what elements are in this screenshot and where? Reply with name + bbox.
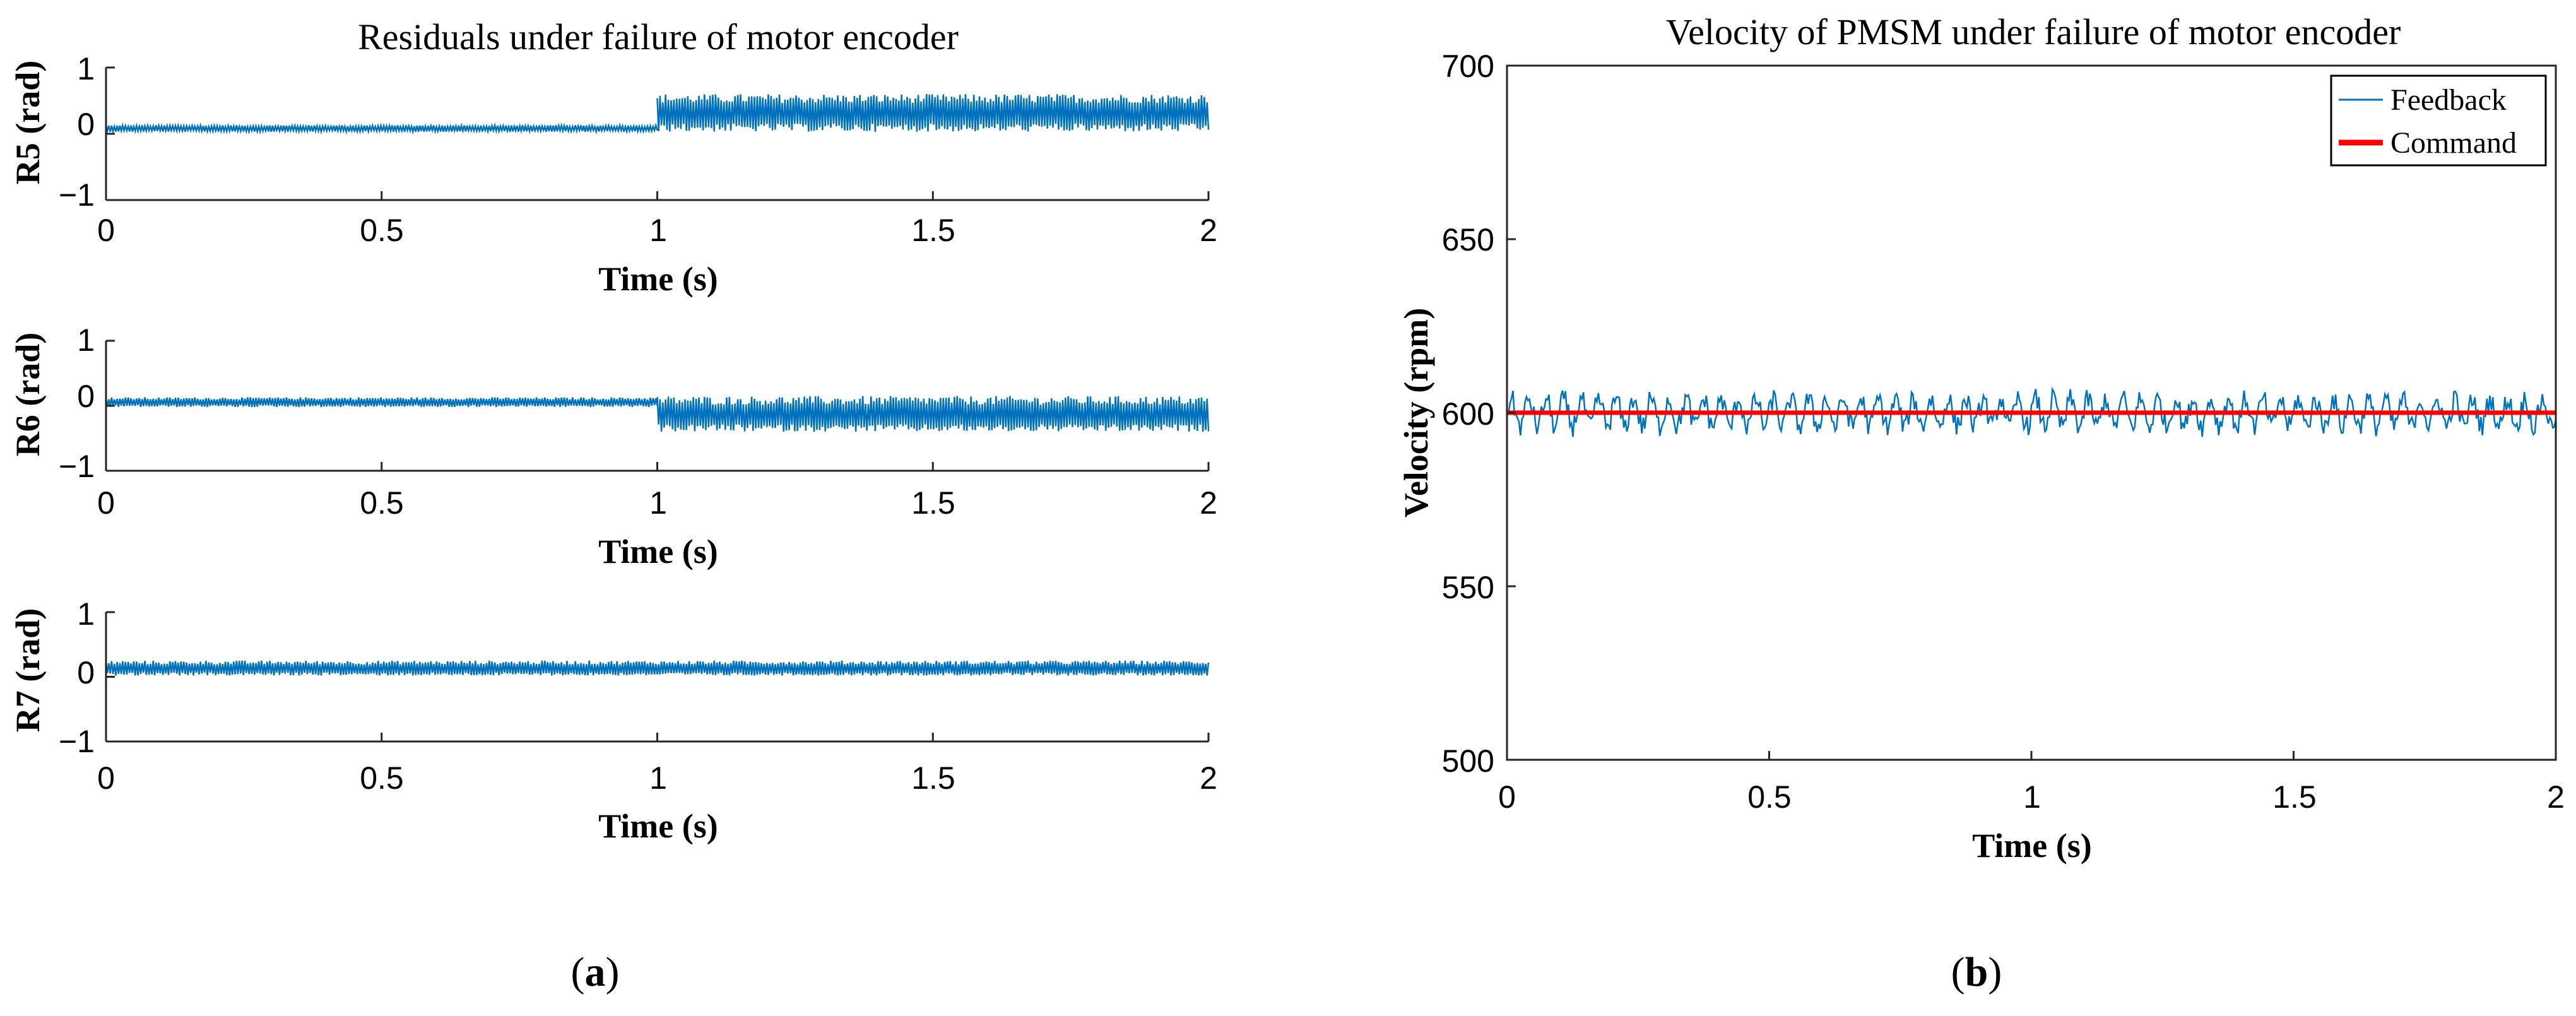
panel-b-title: Velocity of PMSM under failure of motor …: [1666, 11, 2401, 52]
r6-ytick-neg1: −1: [59, 449, 95, 484]
r5-xtick-2: 2: [1200, 213, 1217, 248]
legend-command-label: Command: [2390, 126, 2517, 160]
r6-xlabel: Time (s): [598, 533, 718, 570]
velocity-y-ticks: 700 650 600 550 500: [1442, 49, 1494, 779]
velocity-xtick-05: 0.5: [1747, 779, 1792, 815]
r7-signal-segment-1: [105, 660, 1210, 676]
velocity-ytick-700: 700: [1442, 49, 1494, 84]
r5-y-ticks: 1 0 −1: [59, 51, 95, 213]
r6-subplot: R6 (rad) 1 0 −1 0 0.5 1 1.5 2 Time (s): [9, 322, 1217, 570]
r6-xtick-0: 0: [97, 485, 115, 521]
r6-y-ticks: 1 0 −1: [59, 322, 95, 484]
legend-feedback-label: Feedback: [2390, 83, 2507, 117]
r7-y-ticks: 1 0 −1: [59, 596, 95, 759]
r6-xtick-1: 1: [649, 485, 667, 521]
velocity-plot: Velocity (rpm) 700 650 600 550 500 0 0.5…: [1397, 49, 2565, 865]
r7-xtick-1: 1: [649, 760, 667, 796]
r5-x-ticks: 0 0.5 1 1.5 2: [97, 213, 1217, 248]
r7-xlabel: Time (s): [598, 807, 718, 845]
r6-ylabel: R6 (rad): [9, 333, 47, 456]
r7-x-ticks: 0 0.5 1 1.5 2: [97, 760, 1217, 796]
velocity-ytick-550: 550: [1442, 570, 1494, 605]
velocity-x-ticks: 0 0.5 1 1.5 2: [1498, 779, 2565, 815]
r5-signal-segment-1: [105, 122, 658, 135]
r5-signal-segment-2: [656, 94, 1210, 132]
r5-xtick-0: 0: [97, 213, 115, 248]
r6-signal-segment-1: [105, 397, 658, 408]
r5-ytick-0: 0: [77, 107, 95, 142]
r7-ylabel: R7 (rad): [9, 608, 47, 732]
r7-ytick-1: 1: [77, 596, 95, 632]
r7-ytick-0: 0: [77, 655, 95, 690]
r5-subplot: R5 (rad) 1 0 −1 0 0.5 1 1.5 2 Time (s): [9, 51, 1217, 298]
r5-xlabel: Time (s): [598, 260, 718, 298]
panel-b-label: (b): [1951, 949, 2002, 995]
velocity-xtick-2: 2: [2547, 779, 2565, 815]
velocity-ytick-500: 500: [1442, 743, 1494, 779]
r6-xtick-15: 1.5: [911, 485, 955, 521]
panel-b-open-paren: (: [1951, 949, 1965, 995]
velocity-ylabel: Velocity (rpm): [1397, 308, 1435, 517]
r7-subplot: R7 (rad) 1 0 −1 0 0.5 1 1.5 2 Time (s): [9, 596, 1217, 845]
r7-xtick-2: 2: [1200, 760, 1217, 796]
r5-xtick-05: 0.5: [360, 213, 404, 248]
panel-b: Velocity of PMSM under failure of motor …: [1397, 11, 2565, 995]
panel-a-open-paren: (: [571, 949, 585, 995]
r7-xtick-15: 1.5: [911, 760, 955, 796]
legend-box: [2330, 74, 2547, 167]
velocity-ytick-650: 650: [1442, 222, 1494, 257]
r7-xtick-0: 0: [97, 760, 115, 796]
velocity-xlabel: Time (s): [1972, 827, 2091, 865]
r6-x-ticks: 0 0.5 1 1.5 2: [97, 485, 1217, 521]
r5-ytick-neg1: −1: [59, 177, 95, 213]
r7-xtick-05: 0.5: [360, 760, 404, 796]
velocity-xtick-15: 1.5: [2272, 779, 2317, 815]
r5-xtick-1: 1: [649, 213, 667, 248]
panel-b-letter: b: [1965, 949, 1988, 995]
panel-a-title: Residuals under failure of motor encoder: [358, 16, 959, 57]
panel-a-label: (a): [571, 949, 620, 995]
r6-xtick-05: 0.5: [360, 485, 404, 521]
velocity-ytick-600: 600: [1442, 396, 1494, 432]
r5-ylabel: R5 (rad): [9, 61, 47, 184]
r6-xtick-2: 2: [1200, 485, 1217, 521]
legend: Feedback Command: [2330, 74, 2547, 167]
r6-ytick-1: 1: [77, 322, 95, 358]
panel-a: Residuals under failure of motor encoder…: [9, 16, 1217, 995]
panel-a-letter: a: [585, 949, 606, 995]
r7-ytick-neg1: −1: [59, 724, 95, 759]
r5-ytick-1: 1: [77, 51, 95, 86]
velocity-xtick-0: 0: [1498, 779, 1516, 815]
velocity-xtick-1: 1: [2023, 779, 2041, 815]
panel-a-close-paren: ): [606, 949, 620, 995]
r5-xtick-15: 1.5: [911, 213, 955, 248]
r6-signal-segment-2: [656, 396, 1210, 432]
r6-ytick-0: 0: [77, 379, 95, 414]
panel-b-close-paren: ): [1988, 949, 2002, 995]
